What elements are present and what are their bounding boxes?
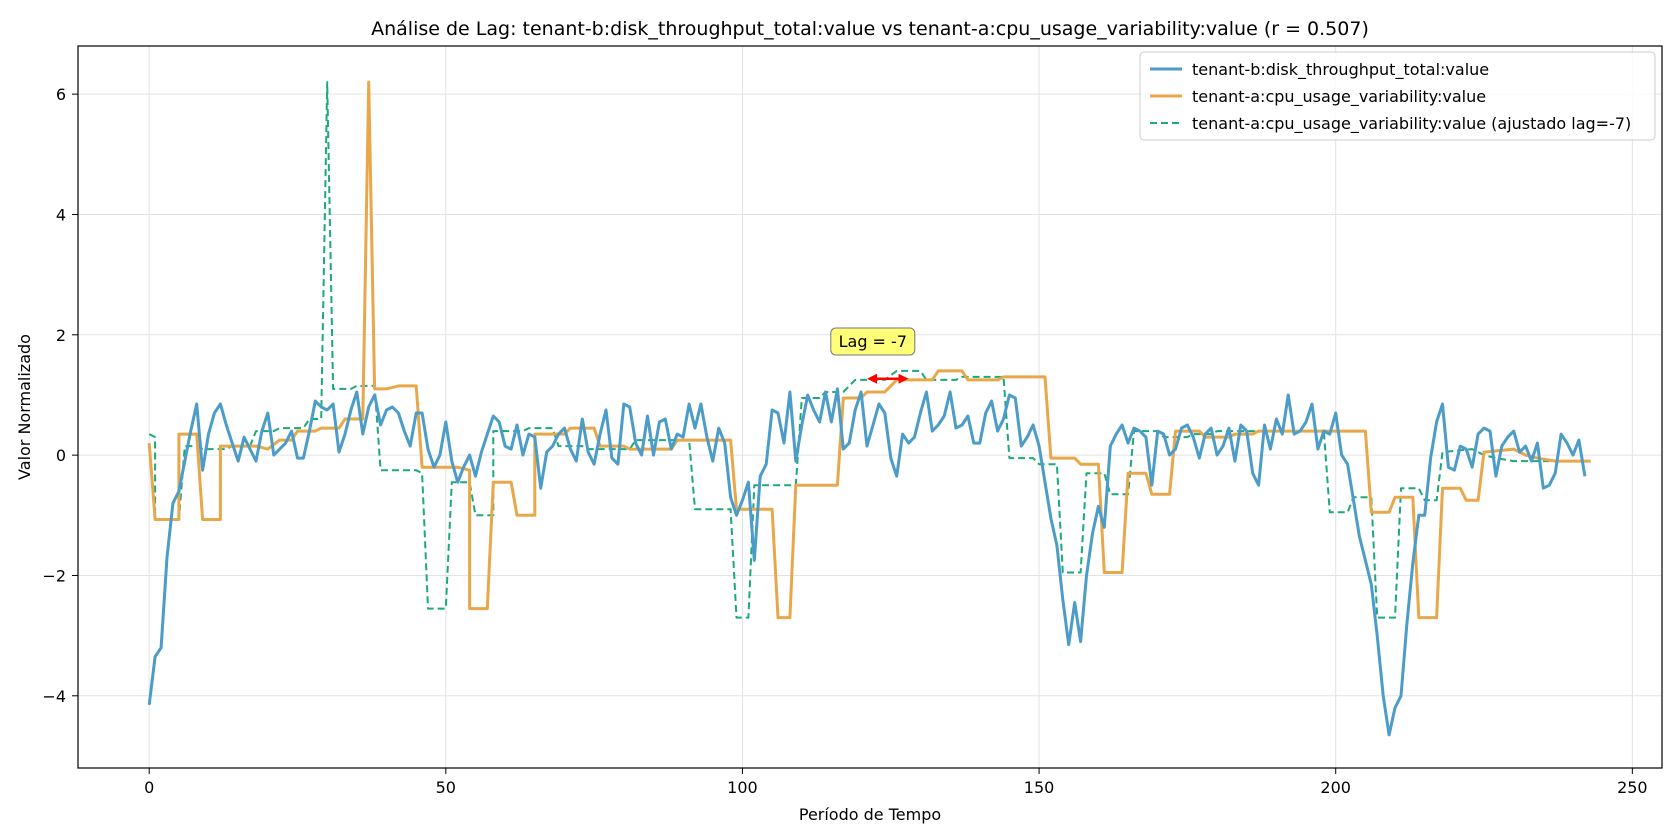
x-tick-label: 50 (436, 778, 456, 797)
series-line-0 (147, 387, 1587, 737)
series-layer (147, 80, 1591, 737)
x-tick-label: 150 (1024, 778, 1055, 797)
lag-arrow-head-right (898, 373, 909, 384)
lag-annotation-box (830, 327, 916, 356)
y-tick-label: 0 (56, 446, 66, 465)
x-tick-label: 250 (1617, 778, 1648, 797)
y-tick-label: −2 (42, 566, 66, 585)
lag-arrow-head-left (867, 373, 878, 384)
x-tick-label: 200 (1320, 778, 1351, 797)
x-axis-label: Período de Tempo (799, 805, 941, 824)
x-tick-label: 0 (144, 778, 154, 797)
chart-title: Análise de Lag: tenant-b:disk_throughput… (371, 18, 1369, 40)
legend: tenant-b:disk_throughput_total:valuetena… (1139, 51, 1656, 141)
y-tick-label: 6 (56, 85, 66, 104)
lag-annotation-text: Lag = -7 (839, 332, 907, 351)
y-tick-label: 4 (56, 205, 66, 224)
axis-ticks: 0 50 100 150 200 250 −4 −2 0 2 4 6 (42, 85, 1647, 797)
plot-frame (77, 45, 1663, 769)
legend-box (1139, 51, 1656, 141)
y-axis-label: Valor Normalizado (15, 334, 34, 480)
series-line-2 (148, 81, 1550, 619)
legend-label-0: tenant-b:disk_throughput_total:value (1192, 60, 1489, 80)
x-tick-label: 100 (727, 778, 758, 797)
y-tick-label: 2 (56, 326, 66, 345)
y-tick-label: −4 (42, 687, 66, 706)
legend-label-1: tenant-a:cpu_usage_variability:value (1192, 87, 1486, 107)
legend-label-2: tenant-a:cpu_usage_variability:value (aj… (1192, 114, 1631, 134)
annotation-layer: Lag = -7 (830, 327, 916, 384)
